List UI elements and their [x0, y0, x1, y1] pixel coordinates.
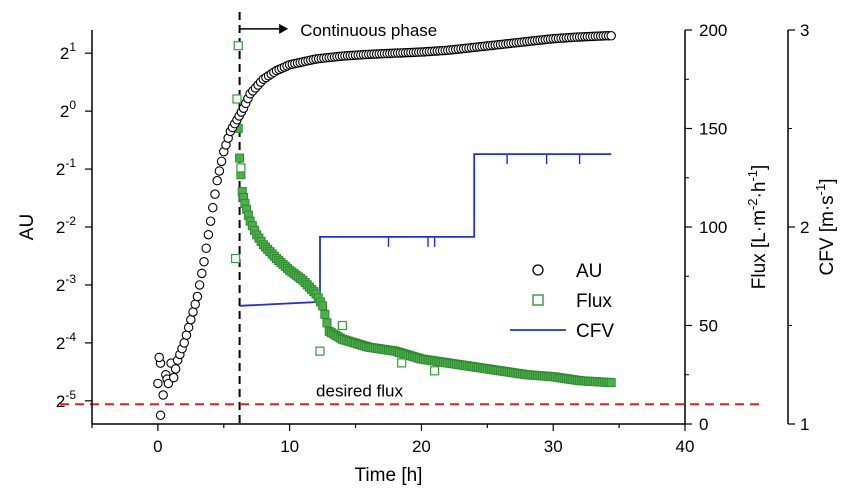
- x-axis-label: Time [h]: [355, 465, 423, 486]
- au-point: [186, 314, 196, 325]
- flux-point: [231, 253, 241, 264]
- legend-cfv-label: CFV: [576, 321, 614, 342]
- flux-point: [320, 309, 330, 319]
- au-tick-label: 2-4: [56, 330, 76, 353]
- cfv-tick-label: 1: [800, 415, 809, 434]
- desired-flux-label: desired flux: [316, 381, 403, 400]
- cfv-axis-label: CFV [m·s-1]: [813, 178, 838, 275]
- au-point: [190, 299, 200, 310]
- flux-series-layer: [231, 41, 616, 388]
- au-point: [201, 243, 211, 253]
- cfv-tick-label: 2: [800, 218, 809, 237]
- au-point: [170, 364, 181, 374]
- flux-tick-label: 100: [699, 218, 727, 237]
- cfv-series-layer: [239, 153, 612, 307]
- au-point: [208, 202, 218, 213]
- au-tick-label: 21: [60, 40, 76, 63]
- au-point: [154, 352, 164, 363]
- au-tick-label: 2-5: [56, 388, 76, 411]
- au-point: [205, 216, 216, 226]
- flux-point: [337, 320, 347, 331]
- flux-point: [606, 378, 616, 388]
- flux-point: [397, 358, 407, 368]
- x-tick-label: 40: [676, 437, 695, 456]
- flux-tick-label: 0: [699, 415, 708, 434]
- au-series-layer: [153, 31, 616, 421]
- legend-au-label: AU: [576, 261, 602, 282]
- axes-layer: [85, 29, 795, 431]
- au-point: [210, 189, 220, 199]
- au-point: [197, 268, 207, 279]
- au-point: [192, 291, 203, 302]
- flux-point: [430, 366, 440, 376]
- continuous-phase-arrowhead: [279, 23, 289, 34]
- cfv-tick-label: 3: [800, 21, 809, 40]
- x-tick-label: 10: [280, 437, 299, 456]
- x-tick-label: 20: [412, 437, 431, 456]
- flux-point: [232, 94, 242, 104]
- flux-axis-label: Flux [L·m-2·h-1]: [745, 165, 770, 290]
- au-point: [216, 156, 227, 167]
- au-point: [183, 322, 194, 333]
- flux-point: [315, 346, 325, 356]
- cfv-series-line: [239, 153, 612, 307]
- au-point: [155, 410, 166, 421]
- flux-tick-label: 50: [699, 317, 718, 336]
- au-point: [163, 378, 174, 389]
- au-point: [203, 229, 214, 240]
- au-point: [199, 257, 209, 267]
- continuous-phase-label: Continuous phase: [300, 21, 437, 40]
- au-point: [212, 175, 222, 186]
- legend-flux-label: Flux: [576, 291, 612, 312]
- flux-point: [322, 318, 332, 328]
- au-tick-label: 20: [60, 98, 76, 121]
- flux-tick-label: 200: [699, 21, 727, 40]
- flux-point: [235, 153, 245, 163]
- flux-point: [318, 301, 328, 311]
- au-tick-label: 2-1: [56, 156, 76, 179]
- legend-flux-marker: [532, 294, 544, 306]
- au-point: [194, 280, 205, 290]
- au-tick-label: 2-3: [56, 272, 76, 295]
- x-tick-label: 30: [544, 437, 563, 456]
- flux-point: [236, 163, 246, 173]
- au-point: [214, 166, 225, 176]
- au-tick-label: 2-2: [56, 214, 76, 237]
- au-point: [606, 31, 616, 41]
- reference-lines-layer: [60, 12, 765, 424]
- legend-au-marker: [532, 264, 544, 276]
- au-point: [181, 330, 192, 340]
- au-point: [188, 307, 198, 317]
- au-axis-label: AU: [17, 214, 38, 240]
- flux-point: [233, 41, 243, 51]
- au-point: [168, 372, 179, 383]
- au-point: [158, 390, 168, 400]
- flux-tick-label: 150: [699, 120, 727, 139]
- au-point: [153, 378, 163, 389]
- au-point: [179, 338, 189, 348]
- x-tick-label: 0: [153, 437, 162, 456]
